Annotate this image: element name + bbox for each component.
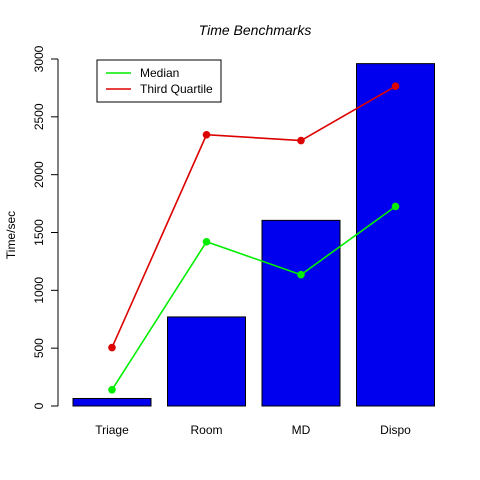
legend-box [96,59,222,103]
series-point-0 [297,270,305,279]
y-tick-label: 1000 [32,277,46,304]
y-tick-label: 2000 [32,161,46,188]
series-point-1 [297,136,305,145]
y-tick-label: 2500 [32,103,46,130]
y-tick-label: 1500 [32,219,46,246]
series-point-1 [202,130,211,139]
series-lines [108,82,400,394]
bars [72,63,435,407]
chart-title: Time Benchmarks [199,22,312,38]
series-point-0 [391,202,400,211]
series-point-1 [108,343,116,352]
series-point-1 [391,82,400,90]
series-line-0 [111,205,396,391]
legend-label: Third Quartile [140,82,213,96]
series-point-0 [202,237,211,246]
x-tick-label: Triage [95,423,129,437]
bar-triage [72,397,152,407]
legend: Median Third Quartile [96,59,222,103]
bar-md [261,219,341,407]
y-tick-label: 3000 [32,45,46,72]
series-point-0 [108,386,116,394]
legend-label: Median [140,66,179,80]
y-tick-label: 500 [32,338,46,358]
y-axis-label: Time/sec [4,211,18,259]
y-axis: 0 500 1000 1500 2000 2500 3000 [32,45,59,409]
x-tick-label: Dispo [380,423,411,437]
bar-room [167,316,246,407]
y-tick-label: 0 [32,402,46,409]
x-axis-labels: Triage Room MD Dispo [95,423,411,437]
x-tick-label: MD [292,423,311,437]
x-tick-label: Room [190,423,222,437]
bar-dispo [356,63,435,407]
series-line-1 [111,85,396,348]
